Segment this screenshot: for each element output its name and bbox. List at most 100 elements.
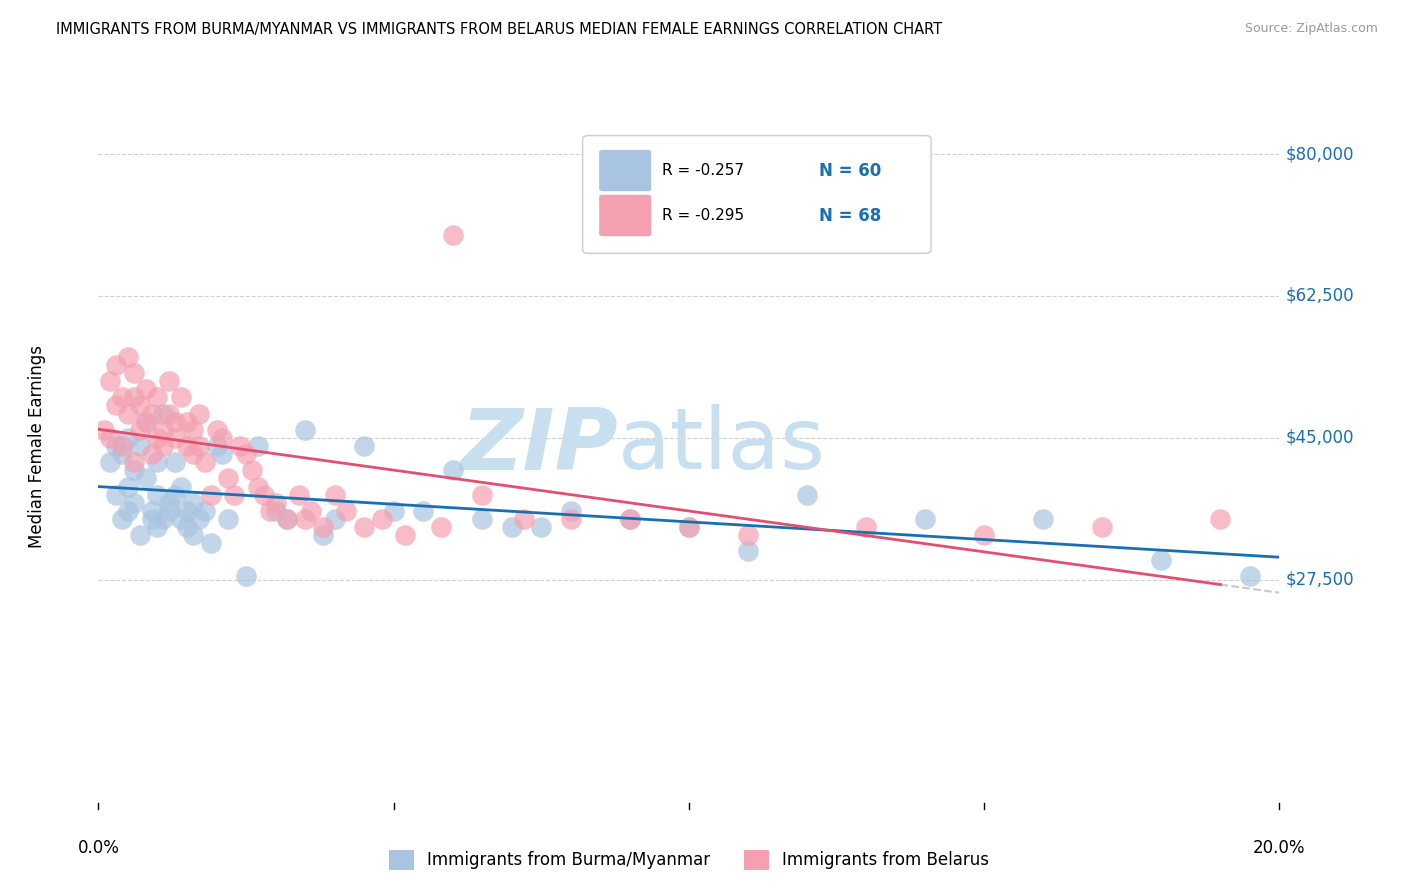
Point (246, 479, 269, 493)
Point (187, 512, 209, 526)
Point (441, 463, 464, 477)
Point (512, 512, 534, 526)
Point (299, 504, 322, 518)
Point (187, 407, 209, 421)
Point (181, 528, 204, 542)
Point (382, 504, 405, 518)
Point (117, 350, 139, 364)
Text: atlas: atlas (619, 404, 827, 488)
Point (135, 471, 157, 485)
Point (353, 439, 375, 453)
Point (430, 520, 453, 534)
Point (205, 423, 228, 437)
Point (235, 568, 257, 582)
Point (181, 496, 204, 510)
Point (471, 488, 494, 502)
Point (170, 390, 193, 404)
Point (246, 439, 269, 453)
Point (501, 520, 523, 534)
Point (157, 374, 180, 388)
Text: ZIP: ZIP (460, 404, 619, 488)
Point (122, 455, 145, 469)
Point (105, 399, 128, 413)
Point (157, 504, 180, 518)
Text: Source: ZipAtlas.com: Source: ZipAtlas.com (1244, 22, 1378, 36)
Point (152, 423, 174, 437)
Point (229, 439, 252, 453)
Point (294, 512, 316, 526)
Point (530, 520, 553, 534)
Point (264, 496, 287, 510)
Point (294, 423, 316, 437)
Point (117, 431, 139, 445)
Point (259, 504, 281, 518)
FancyBboxPatch shape (582, 136, 931, 253)
Point (312, 528, 335, 542)
Point (264, 504, 287, 518)
Text: IMMIGRANTS FROM BURMA/MYANMAR VS IMMIGRANTS FROM BELARUS MEDIAN FEMALE EARNINGS : IMMIGRANTS FROM BURMA/MYANMAR VS IMMIGRA… (56, 22, 942, 37)
Point (128, 399, 150, 413)
Point (170, 512, 193, 526)
Point (165, 431, 187, 445)
Point (737, 544, 759, 558)
Point (276, 512, 298, 526)
Point (737, 528, 759, 542)
Point (200, 488, 222, 502)
Point (176, 415, 198, 429)
Point (111, 390, 134, 404)
Point (122, 463, 145, 477)
Text: $45,000: $45,000 (1285, 429, 1354, 447)
Point (211, 431, 233, 445)
Point (1239, 568, 1261, 582)
Text: $27,500: $27,500 (1285, 571, 1354, 589)
Point (128, 528, 150, 542)
Point (146, 390, 169, 404)
Point (146, 488, 169, 502)
Point (98, 374, 121, 388)
Point (98, 455, 121, 469)
Point (141, 512, 163, 526)
Text: R = -0.257: R = -0.257 (662, 163, 744, 178)
Point (235, 447, 257, 461)
Text: Median Female Earnings: Median Female Earnings (28, 344, 46, 548)
Point (146, 431, 169, 445)
Text: $80,000: $80,000 (1285, 145, 1354, 163)
Point (146, 520, 169, 534)
Point (1091, 520, 1114, 534)
Point (619, 512, 641, 526)
Point (211, 447, 233, 461)
Point (973, 528, 995, 542)
Point (187, 439, 209, 453)
FancyBboxPatch shape (599, 194, 651, 236)
Point (98, 431, 121, 445)
Point (105, 488, 128, 502)
Point (224, 488, 246, 502)
Point (205, 439, 228, 453)
Text: R = -0.295: R = -0.295 (662, 208, 744, 223)
Point (122, 390, 145, 404)
Point (122, 496, 145, 510)
Point (141, 504, 163, 518)
Point (157, 496, 180, 510)
Point (312, 520, 335, 534)
Point (176, 520, 198, 534)
Point (117, 504, 139, 518)
Point (165, 455, 187, 469)
Point (152, 512, 174, 526)
Point (135, 415, 157, 429)
Point (323, 512, 346, 526)
Point (217, 512, 239, 526)
Text: N = 60: N = 60 (818, 161, 882, 179)
Point (128, 423, 150, 437)
Point (1032, 512, 1054, 526)
Point (111, 447, 134, 461)
Point (111, 439, 134, 453)
Point (194, 455, 217, 469)
Point (796, 488, 818, 502)
Point (855, 520, 877, 534)
Point (176, 439, 198, 453)
Point (111, 512, 134, 526)
Point (105, 439, 128, 453)
Point (165, 488, 187, 502)
Point (560, 512, 582, 526)
